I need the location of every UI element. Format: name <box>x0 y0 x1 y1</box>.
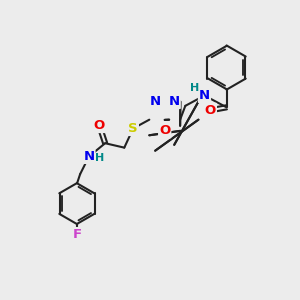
Text: O: O <box>159 124 170 137</box>
Text: N: N <box>199 89 210 102</box>
Text: F: F <box>73 228 82 241</box>
Text: N: N <box>150 95 161 108</box>
Text: N: N <box>83 150 94 163</box>
Text: H: H <box>190 83 200 93</box>
Text: O: O <box>94 119 105 132</box>
Text: N: N <box>169 95 180 108</box>
Text: H: H <box>94 153 104 163</box>
Text: O: O <box>205 104 216 117</box>
Text: S: S <box>128 122 138 135</box>
